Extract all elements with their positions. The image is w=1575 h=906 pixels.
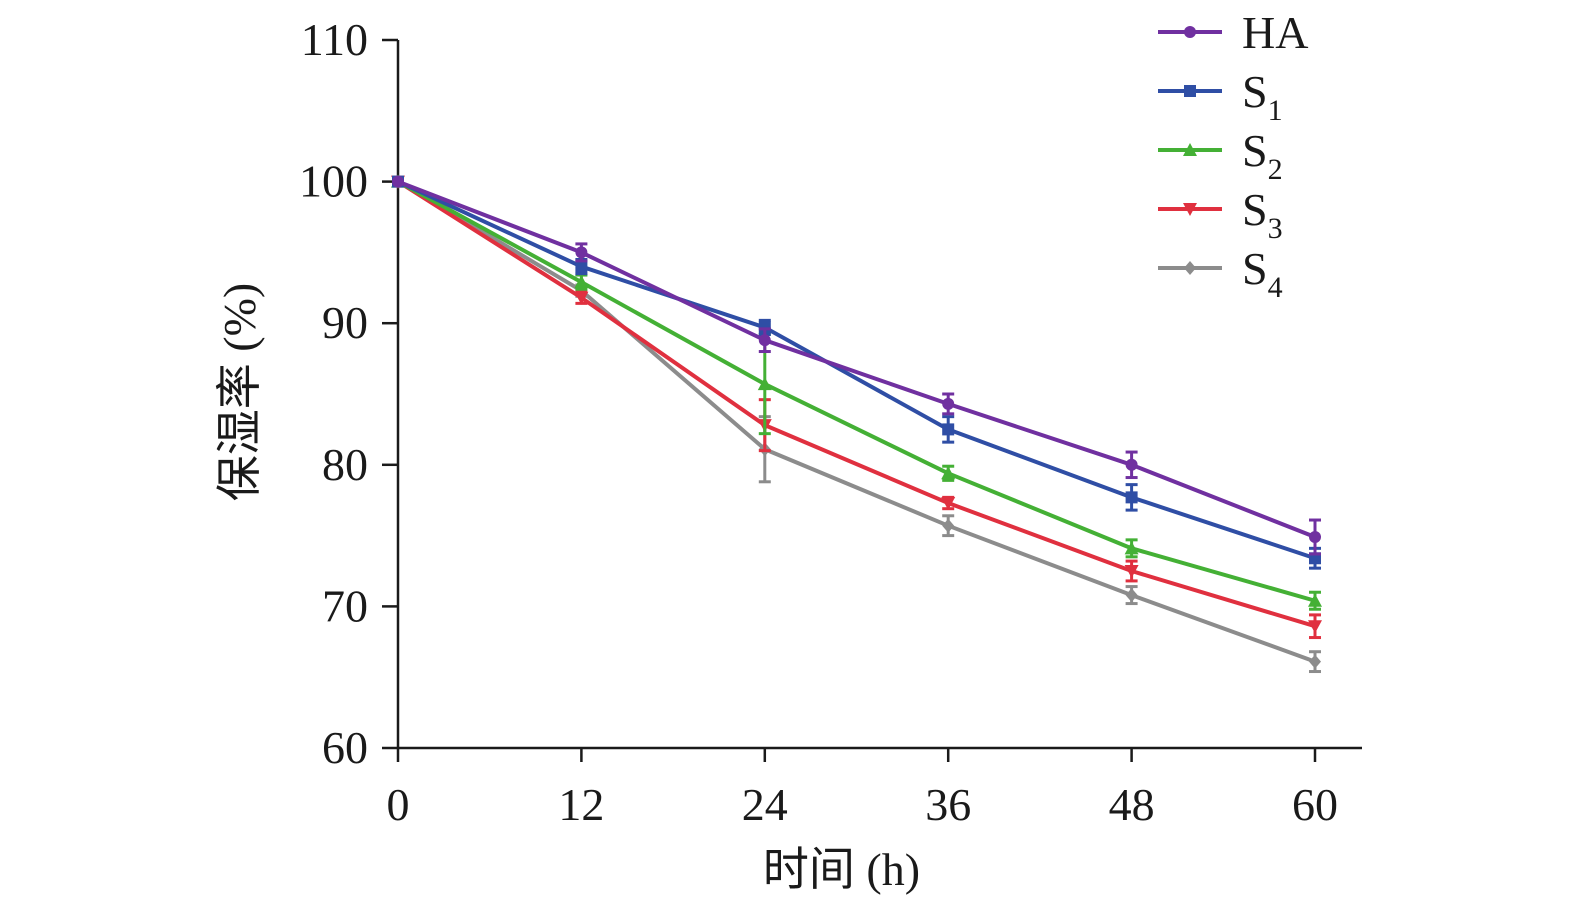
data-point [574,291,589,305]
data-point [1124,541,1139,555]
data-point [1309,654,1321,669]
series-s4 [392,174,1321,674]
series-line [397,179,1316,603]
x-tick-label: 48 [1109,779,1155,830]
legend-item: S2 [1158,125,1283,186]
data-point [1309,531,1321,544]
data-point [575,260,588,273]
legend-label-main: HA [1242,7,1308,58]
y-tick-label: 110 [301,14,368,65]
x-tick-label: 36 [925,779,971,830]
legend-label-main: S [1242,184,1268,235]
data-point [1125,588,1138,603]
y-tick-label: 70 [322,580,368,631]
series-line [397,179,1316,561]
legend-label-main: S [1242,66,1268,117]
data-point [941,497,956,511]
legend-marker [1184,261,1196,275]
series-line [397,179,1316,539]
legend-label-subscript: 1 [1268,94,1283,127]
legend-label: S3 [1242,184,1283,245]
legend-item: S1 [1158,66,1283,127]
data-point [1308,620,1322,634]
legend-label-main: S [1242,243,1268,294]
data-point [942,397,955,410]
y-ticks: 60 70 80 90 100 110 [299,14,398,773]
x-axis-label: 时间 (h) [763,844,920,895]
data-point [1125,491,1138,504]
legend-item: S4 [1158,243,1283,304]
series-ha [392,175,1321,556]
legend-label: S1 [1242,66,1283,127]
data-point [1125,458,1138,471]
legend-item: S3 [1158,184,1283,245]
x-tick-label: 12 [558,779,604,830]
data-point [942,518,955,533]
data-point [1308,593,1322,607]
data-point [941,466,956,480]
x-tick-label: 60 [1292,779,1338,830]
series-layer [391,174,1322,674]
series-line [396,179,1316,629]
data-point [757,377,772,391]
legend-item: HA [1158,7,1308,58]
legend-label-subscript: 2 [1268,153,1283,186]
series-line [396,179,1316,664]
data-point [392,175,404,188]
legend-label: S2 [1242,125,1283,186]
data-point [574,275,589,289]
series-s2 [391,174,1322,611]
legend-label-subscript: 4 [1268,271,1283,304]
data-point [942,423,955,436]
x-tick-label: 0 [387,779,410,830]
y-tick-label: 90 [322,297,368,348]
y-tick-label: 100 [299,156,368,207]
legend-label: HA [1242,7,1308,58]
legend-marker [1183,143,1197,156]
data-point [758,334,771,347]
legend-marker [1184,26,1196,38]
legend-label-subscript: 3 [1268,212,1283,245]
x-ticks: 0 12 24 36 48 60 [387,748,1338,830]
y-axis-label: 保湿率 (%) [214,283,265,501]
legend-label: S4 [1242,243,1283,304]
legend-marker [1184,85,1196,97]
legend-marker [1183,203,1197,216]
data-point [575,246,588,259]
data-point [1124,565,1139,578]
y-tick-label: 80 [322,439,368,490]
x-tick-label: 24 [742,779,788,830]
y-tick-label: 60 [322,722,368,773]
legend-label-main: S [1242,125,1268,176]
